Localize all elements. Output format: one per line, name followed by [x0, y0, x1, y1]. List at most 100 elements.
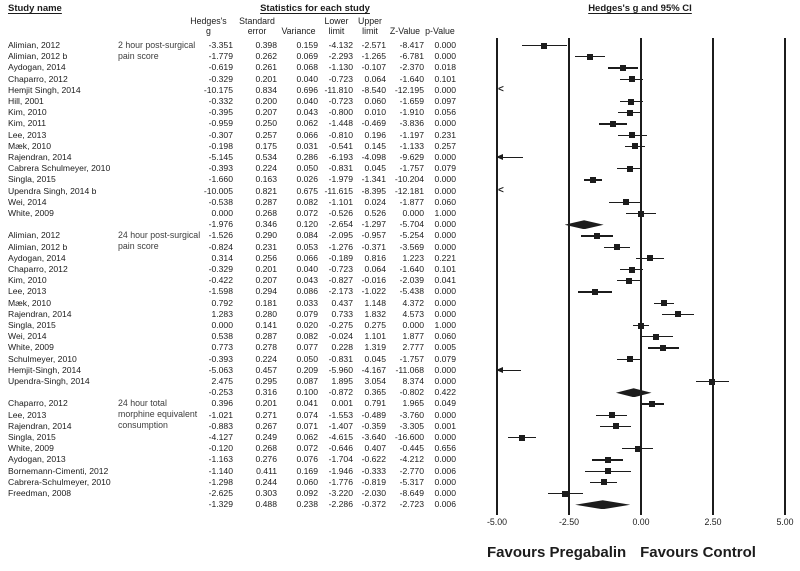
stat-p-value: 0.000 — [434, 297, 456, 308]
effect-marker — [541, 42, 548, 49]
column-header-upper-limit: limit — [362, 26, 378, 36]
stat-standard-error: 0.207 — [255, 107, 277, 118]
stat-standard-error: 0.181 — [255, 297, 277, 308]
effect-marker — [610, 121, 617, 127]
stat-lower-limit: -5.960 — [328, 364, 353, 375]
study-row: White, 2009 -0.120 0.268 0.072 -0.646 0.407 -0… — [0, 443, 800, 454]
stat-hedges-g: 0.000 — [211, 208, 233, 218]
study-name: Wei, 2014 — [8, 196, 47, 207]
favours-right-label: Favours Control — [640, 544, 756, 561]
stat-hedges-g: -0.307 — [208, 129, 233, 140]
study-name: Cabrera Schulmeyer, 2010 — [8, 163, 111, 174]
stat-variance: 0.062 — [296, 118, 318, 129]
axis-gridline — [640, 38, 642, 515]
stat-lower-limit: -0.646 — [328, 443, 353, 454]
stat-z-value: -11.068 — [395, 364, 424, 375]
stat-lower-limit: -0.275 — [328, 320, 353, 330]
study-name: Mæk, 2010 — [8, 297, 51, 308]
stat-lower-limit: -4.615 — [328, 432, 353, 442]
stat-upper-limit: -8.540 — [361, 84, 386, 95]
stat-lower-limit: -1.946 — [328, 465, 353, 476]
stat-z-value: -10.204 — [394, 174, 424, 185]
stat-z-value: -2.039 — [399, 275, 424, 286]
stat-hedges-g: 0.000 — [211, 320, 233, 330]
stat-lower-limit: -1.101 — [328, 196, 353, 207]
stat-standard-error: 0.411 — [256, 465, 277, 476]
effect-marker — [629, 132, 636, 139]
stat-p-value: 0.000 — [434, 241, 456, 252]
stat-hedges-g: 2.475 — [211, 376, 233, 386]
stat-upper-limit: -2.030 — [361, 488, 386, 498]
stat-p-value: 0.056 — [434, 107, 456, 118]
stat-variance: 0.072 — [296, 443, 318, 454]
effect-marker — [519, 434, 526, 441]
stat-hedges-g: -1.021 — [208, 409, 233, 420]
stat-upper-limit: 1.832 — [364, 308, 386, 319]
stat-hedges-g: -0.395 — [208, 107, 233, 118]
study-name: Chaparro, 2012 — [8, 73, 68, 84]
effect-marker — [590, 177, 597, 183]
stat-standard-error: 0.294 — [255, 286, 277, 297]
stat-variance: 0.079 — [296, 308, 318, 319]
effect-marker — [626, 109, 633, 116]
stat-p-value: 0.097 — [434, 96, 456, 106]
stat-standard-error: 0.249 — [255, 432, 277, 442]
stat-hedges-g: -1.660 — [208, 174, 233, 185]
stat-variance: 0.031 — [296, 140, 318, 151]
column-header-variance: Variance — [281, 26, 316, 36]
effect-marker — [600, 479, 607, 486]
study-row: Singla, 2015 0.000 0.141 0.020 -0.275 0.275 0.… — [0, 320, 800, 331]
study-row: Aydogan, 2014 0.314 0.256 0.066 -0.189 0.816 1… — [0, 253, 800, 264]
stat-z-value: 1.223 — [402, 252, 424, 263]
stat-lower-limit: -1.276 — [328, 241, 353, 252]
stat-lower-limit: -1.407 — [328, 420, 353, 431]
stat-standard-error: 0.268 — [255, 208, 277, 218]
study-row: Upendra-Singh, 2014 2.475 0.295 0.087 1.895 3… — [0, 376, 800, 387]
stat-hedges-g: -2.625 — [208, 488, 233, 498]
study-name: Alimian, 2012 b — [8, 51, 68, 62]
stat-hedges-g: -1.163 — [208, 454, 233, 465]
stat-variance: 0.076 — [296, 454, 318, 465]
stat-variance: 0.077 — [296, 342, 318, 353]
stat-variance: 0.026 — [296, 174, 318, 185]
effect-marker — [653, 333, 660, 340]
effect-marker — [638, 322, 644, 329]
stat-lower-limit: -0.024 — [328, 331, 353, 342]
stat-hedges-g: -3.351 — [208, 40, 233, 50]
stat-hedges-g: -0.824 — [208, 241, 233, 252]
stat-p-value: 0.000 — [434, 454, 456, 465]
treatment-group-label: 24 hour post-surgical pain score — [118, 230, 201, 252]
stat-upper-limit: 0.064 — [364, 73, 386, 84]
axis-tick-label: 2.50 — [704, 517, 722, 527]
study-name: Aydogan, 2014 — [8, 252, 66, 263]
stat-hedges-g: 0.396 — [211, 398, 233, 409]
stat-upper-limit: -1.297 — [361, 219, 386, 230]
stat-p-value: 0.000 — [434, 364, 456, 375]
summary-row: -0.253 0.316 0.100 -0.872 0.365 -0.802 0.422 — [0, 387, 800, 398]
stat-standard-error: 0.224 — [255, 163, 277, 174]
stat-standard-error: 0.163 — [255, 174, 277, 185]
stat-hedges-g: -0.422 — [208, 275, 233, 286]
stat-variance: 0.087 — [296, 376, 318, 386]
stat-lower-limit: -2.293 — [328, 51, 353, 62]
column-header-standard-error: Standard — [239, 16, 275, 26]
stat-p-value: 0.000 — [434, 488, 456, 498]
stat-upper-limit: -1.022 — [361, 286, 386, 297]
stat-lower-limit: -1.979 — [328, 174, 353, 185]
stat-variance: 0.238 — [296, 499, 318, 510]
stat-z-value: -5.317 — [399, 476, 424, 487]
column-header-standard-error: error — [247, 26, 267, 36]
study-name: Singla, 2015 — [8, 320, 56, 330]
stat-variance: 0.086 — [296, 286, 318, 297]
stat-hedges-g: -10.005 — [203, 185, 233, 196]
stat-standard-error: 0.257 — [255, 129, 277, 140]
stat-standard-error: 0.457 — [255, 364, 277, 375]
study-row: Singla, 2015 -1.660 0.163 0.026 -1.979 -1.341… — [0, 174, 800, 185]
stat-z-value: -1.910 — [399, 107, 424, 118]
stat-lower-limit: -1.704 — [328, 454, 353, 465]
stat-z-value: -5.254 — [399, 230, 424, 241]
study-name: White, 2009 — [8, 208, 54, 218]
column-header-hedges-g: g — [206, 26, 211, 36]
stat-z-value: 2.777 — [402, 342, 424, 353]
